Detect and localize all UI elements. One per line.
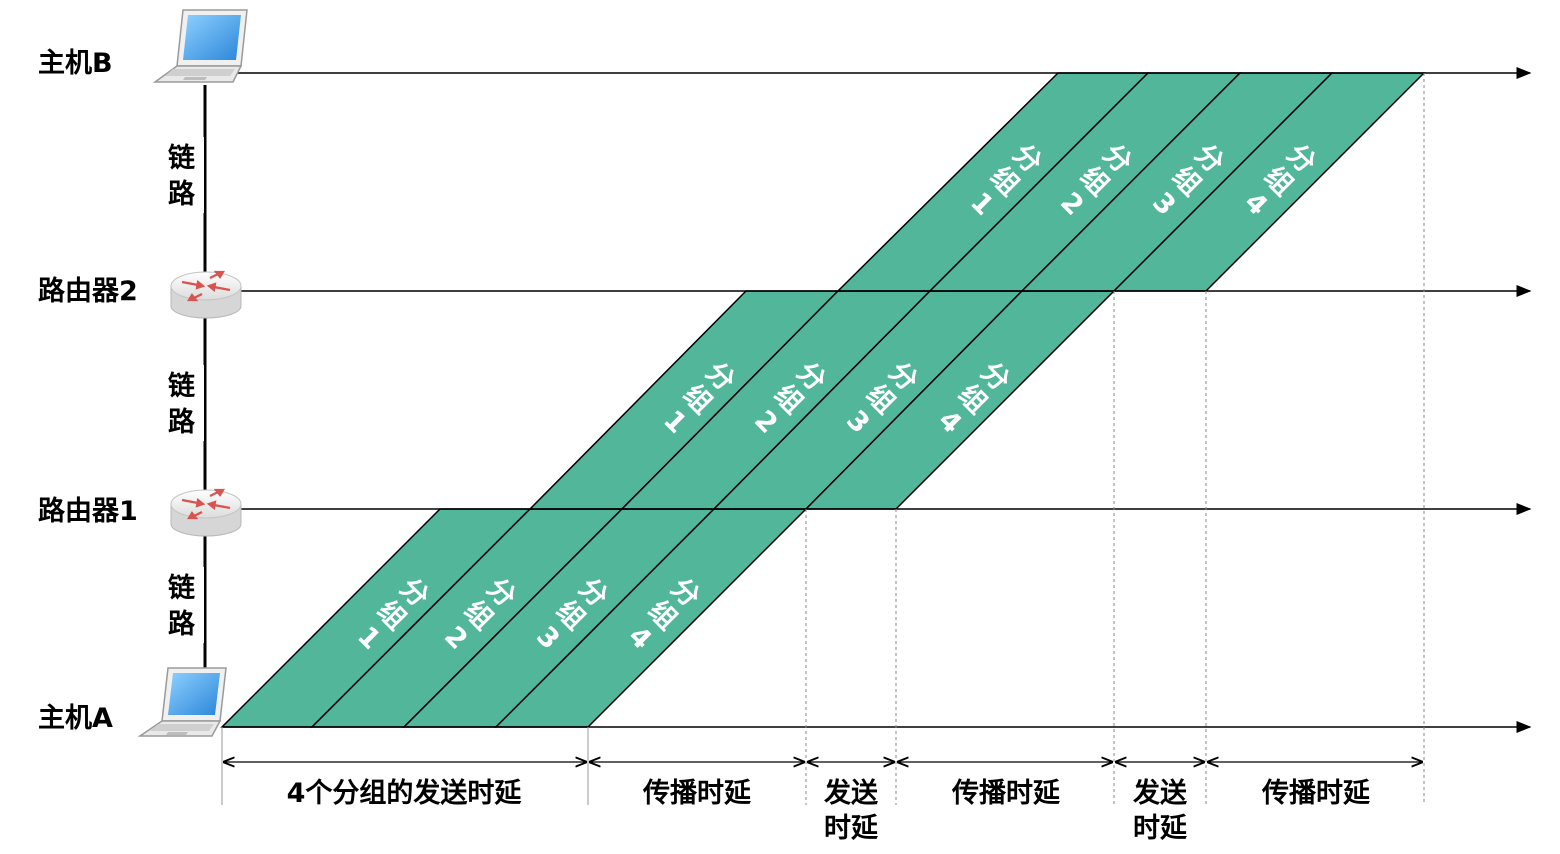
link-label-middle-2: 路 xyxy=(168,406,196,438)
link-label-bottom-1: 链 xyxy=(168,572,195,604)
delay-label-prop-2: 传播时延 xyxy=(951,778,1061,809)
node-label-host-a: 主机A xyxy=(38,703,113,734)
link-labels: 链 路 链 路 链 路 xyxy=(164,137,204,643)
router-icon xyxy=(171,490,241,536)
delay-label-send-1-line2: 时延 xyxy=(824,813,879,844)
laptop-icon xyxy=(155,10,247,82)
node-labels: 主机B 路由器2 路由器1 主机A xyxy=(38,48,138,734)
delay-label-prop-3: 传播时延 xyxy=(1261,778,1371,809)
node-label-router-2: 路由器2 xyxy=(38,275,138,307)
link-label-middle-1: 链 xyxy=(168,370,195,402)
link-label-top-2: 路 xyxy=(168,178,196,210)
link-label-bottom-2: 路 xyxy=(168,608,196,640)
link-2-packets xyxy=(530,291,1114,509)
packet-bands xyxy=(222,73,1424,727)
laptop-icon xyxy=(140,668,226,736)
delay-labels: 4个分组的发送时延 传播时延 发送 时延 传播时延 发送 时延 传播时延 xyxy=(287,777,1371,844)
link-1-packets xyxy=(222,509,806,727)
link-label-top-1: 链 xyxy=(168,142,195,174)
router-icon xyxy=(171,272,241,318)
node-label-host-b: 主机B xyxy=(38,48,113,79)
delay-label-send-4: 4个分组的发送时延 xyxy=(287,777,523,809)
delay-label-prop-1: 传播时延 xyxy=(642,778,752,809)
delay-label-send-2-line1: 发送 xyxy=(1132,777,1187,809)
node-label-router-1: 路由器1 xyxy=(38,495,138,527)
delay-label-send-2-line2: 时延 xyxy=(1133,813,1188,844)
delay-label-send-1-line1: 发送 xyxy=(823,777,878,809)
link-3-packets xyxy=(838,73,1424,291)
